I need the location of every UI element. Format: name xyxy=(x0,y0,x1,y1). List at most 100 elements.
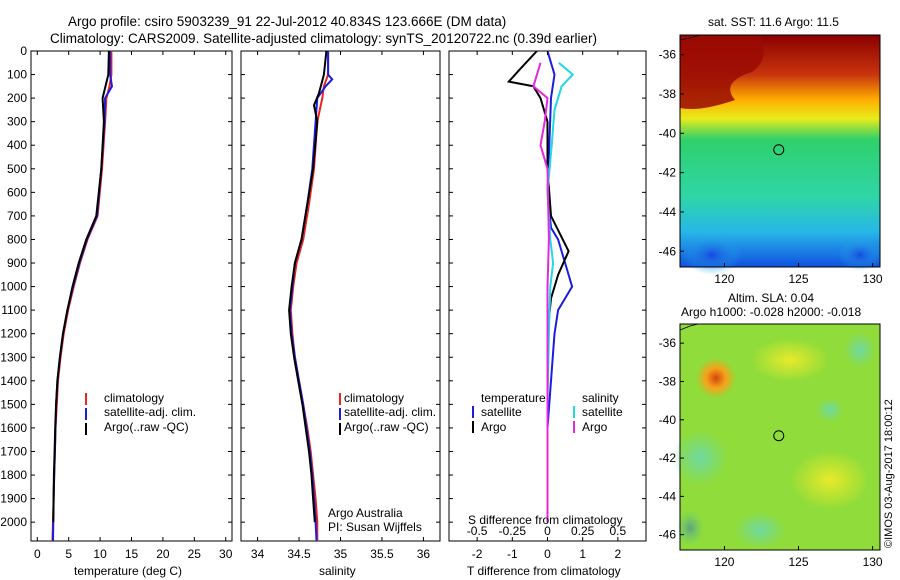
y-tick-label: 1200 xyxy=(0,327,27,341)
map-y-tick-label: -46 xyxy=(659,244,677,258)
annotation-pi: PI: Susan Wijffels xyxy=(328,520,422,534)
y-tick-label: 600 xyxy=(7,185,27,199)
x-tick-label: 34.5 xyxy=(287,547,311,561)
y-tick-label: 100 xyxy=(7,68,27,82)
legend-label-t-argo: Argo xyxy=(481,420,507,434)
x-tick-label: 0 xyxy=(544,547,551,561)
sla-low-patch xyxy=(676,510,704,546)
sla-map: Altim. SLA: 0.04 Argo h1000: -0.028 h200… xyxy=(659,291,883,569)
x-tick-label: 35.5 xyxy=(370,547,394,561)
map-x-tick-label: 120 xyxy=(714,555,734,569)
x-tick-label: 10 xyxy=(93,547,107,561)
map-y-tick-label: -36 xyxy=(659,48,677,62)
y-tick-label: 500 xyxy=(7,162,27,176)
x-tick-label: 35 xyxy=(334,547,348,561)
temperature-panel xyxy=(30,50,233,542)
legend-label-climatology: climatology xyxy=(104,391,164,405)
coastline xyxy=(679,34,701,41)
legend-label-t-satellite: satellite xyxy=(481,405,522,419)
top-tick-label: 0.5 xyxy=(610,524,627,538)
sla-low-patch xyxy=(734,512,786,548)
series-salinity-argo xyxy=(532,62,550,523)
annotation-argo-australia: Argo Australia xyxy=(328,506,403,520)
legend-label-argo: Argo(..raw -QC) xyxy=(344,420,429,434)
sst-map-title: sat. SST: 11.6 Argo: 11.5 xyxy=(708,15,839,29)
x-tick-label: 5 xyxy=(65,547,72,561)
imos-stamp: ©IMOS 03-Aug-2017 18:00:12 xyxy=(883,399,895,548)
header-line2: Climatology: CARS2009. Satellite-adjuste… xyxy=(50,31,597,46)
map-y-tick-label: -42 xyxy=(659,451,677,465)
legend-label-satellite: satellite-adj. clim. xyxy=(104,405,196,419)
x-tick-label: 1 xyxy=(579,547,586,561)
y-tick-label: 0 xyxy=(20,44,27,58)
y-tick-label: 900 xyxy=(7,256,27,270)
map-x-tick-label: 130 xyxy=(863,555,883,569)
x-tick-label: -2 xyxy=(472,547,483,561)
map-x-tick-label: 130 xyxy=(863,272,883,286)
top-axis-label: S difference from climatology xyxy=(468,513,623,527)
map-y-tick-label: -44 xyxy=(659,489,677,503)
salinity-xlabel: salinity xyxy=(319,564,356,578)
sla-low-patch xyxy=(844,332,876,368)
top-tick-label: -0.5 xyxy=(467,524,488,538)
sla-high-patch xyxy=(696,358,736,398)
y-tick-label: 700 xyxy=(7,209,27,223)
sla-map-frame xyxy=(679,323,881,551)
y-tick-label: 1800 xyxy=(0,468,27,482)
legend-label-climatology: climatology xyxy=(344,391,404,405)
map-y-tick-label: -36 xyxy=(659,336,677,350)
temperature-legend: climatology satellite-adj. clim. Argo(..… xyxy=(85,391,196,435)
legend-title-temperature: temperature xyxy=(481,391,546,405)
legend-label-satellite: satellite-adj. clim. xyxy=(344,405,436,419)
sst-cool-patch xyxy=(682,235,742,275)
header-line1: Argo profile: csiro 5903239_91 22-Jul-20… xyxy=(68,14,506,29)
sst-warm-patch xyxy=(680,35,764,109)
map-y-tick-label: -42 xyxy=(659,166,677,180)
y-tick-label: 1000 xyxy=(0,280,27,294)
top-tick-label: -0.25 xyxy=(499,524,527,538)
map-y-tick-label: -38 xyxy=(659,374,677,388)
sla-low-patch xyxy=(816,398,844,422)
series-climatology xyxy=(51,51,113,542)
legend-label-s-argo: Argo xyxy=(582,420,608,434)
series-climatology xyxy=(289,51,330,541)
sla-low-patch xyxy=(672,430,728,486)
y-tick-label: 300 xyxy=(7,115,27,129)
y-tick-label: 2000 xyxy=(0,515,27,529)
sla-map-title-line1: Altim. SLA: 0.04 xyxy=(728,291,814,305)
sst-map: sat. SST: 11.6 Argo: 11.5 120 125 130 -36 -3… xyxy=(659,15,883,286)
series-argo-raw-qc- xyxy=(288,50,328,523)
y-tick-label: 1600 xyxy=(0,421,27,435)
y-tick-label: 1300 xyxy=(0,350,27,364)
legend-title-salinity: salinity xyxy=(582,391,619,405)
map-y-tick-label: -40 xyxy=(659,126,677,140)
top-tick-label: 0.25 xyxy=(571,524,595,538)
sst-map-frame xyxy=(679,34,881,268)
difference-xlabel: T difference from climatology xyxy=(467,564,621,578)
series-temperature-satellite xyxy=(546,50,574,523)
y-tick-label: 1500 xyxy=(0,397,27,411)
sla-yellow-patch xyxy=(750,338,830,382)
x-tick-label: 25 xyxy=(188,547,202,561)
map-x-tick-label: 125 xyxy=(789,555,809,569)
map-y-tick-label: -44 xyxy=(659,205,677,219)
difference-legend: temperature salinity satellite Argo sate… xyxy=(468,391,623,527)
map-x-tick-label: 125 xyxy=(789,272,809,286)
y-tick-label: 1700 xyxy=(0,444,27,458)
map-y-tick-label: -40 xyxy=(659,413,677,427)
sla-yellow-patch xyxy=(790,450,870,510)
map-x-tick-label: 120 xyxy=(714,272,734,286)
series-temperature-argo xyxy=(506,50,570,523)
x-tick-label: 2 xyxy=(615,547,622,561)
coastline xyxy=(679,323,699,331)
x-tick-label: 36 xyxy=(417,547,431,561)
x-tick-label: 0 xyxy=(34,547,41,561)
salinity-legend: climatology satellite-adj. clim. Argo(..… xyxy=(328,391,436,534)
sla-map-title-line2: Argo h1000: -0.028 h2000: -0.018 xyxy=(681,305,861,319)
temperature-xlabel: temperature (deg C) xyxy=(74,564,182,578)
y-tick-label: 1900 xyxy=(0,492,27,506)
y-tick-label: 1400 xyxy=(0,374,27,388)
x-tick-label: 30 xyxy=(219,547,233,561)
x-tick-label: 20 xyxy=(156,547,170,561)
